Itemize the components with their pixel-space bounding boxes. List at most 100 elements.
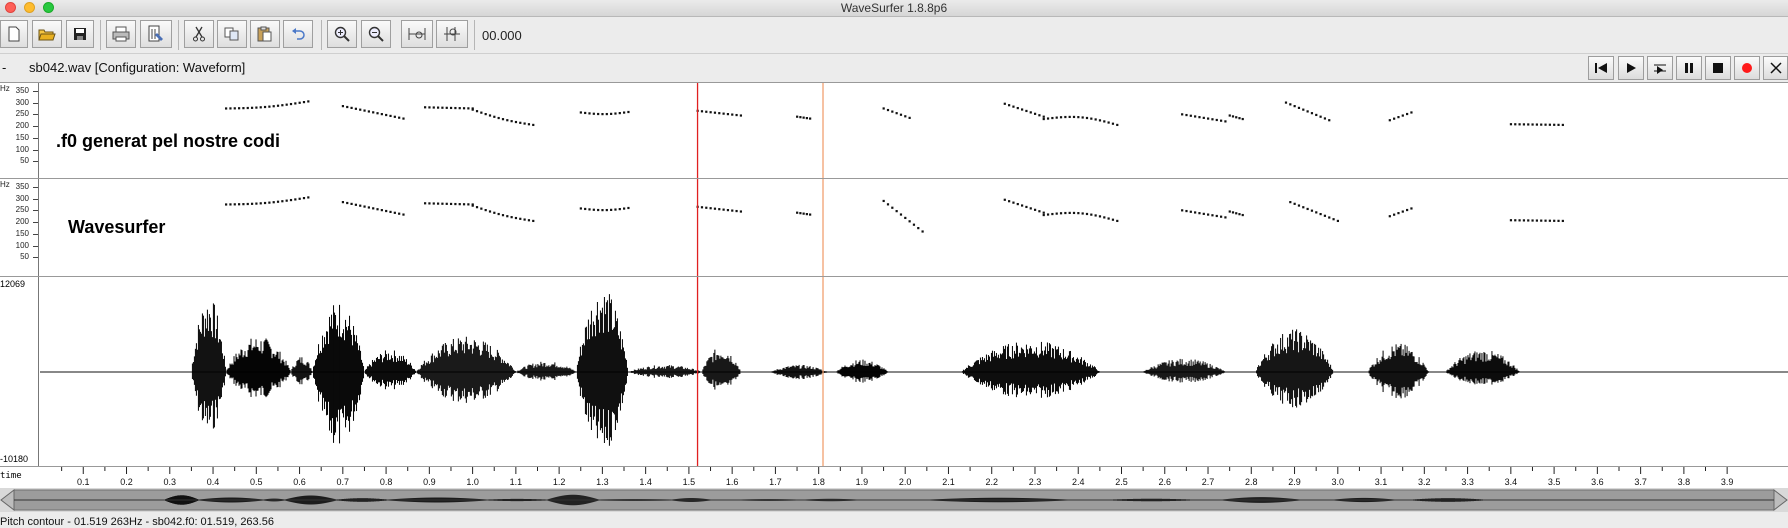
time-tick-label: 3.8 [1677,477,1691,487]
pitch-point [802,212,805,215]
pitch-point [886,203,890,206]
pitch-point [467,203,470,206]
sound-menu-dash[interactable]: - [2,60,7,75]
cut-button[interactable] [184,20,214,48]
pitch-point [882,107,885,110]
close-window-button[interactable] [5,2,16,13]
pitch-point [346,201,349,205]
pitch-point [289,102,293,106]
pitch-point [259,202,262,205]
pause-button[interactable] [1676,56,1702,80]
properties-button[interactable] [140,20,172,48]
pitch-tick-mark [33,257,38,259]
print-button[interactable] [106,20,136,48]
pitch-point [527,123,531,126]
pitch-point [302,197,306,200]
pitch-point [908,220,911,223]
time-tick-label: 0.3 [163,477,177,487]
zoom-window-button[interactable] [43,2,54,13]
save-button[interactable] [66,20,94,48]
pitch-point [354,107,357,110]
pitch-point [376,208,379,211]
pitch-point [726,113,730,116]
record-button[interactable] [1734,56,1760,80]
pitch-point [1241,117,1244,121]
pitch-point [1224,120,1227,123]
time-tick-label: 1.3 [596,477,609,487]
time-tick-label: 1.1 [509,477,523,487]
pitch-tick-label: 100 [15,144,29,154]
close-sound-button[interactable] [1763,56,1788,80]
scroll-left-icon[interactable] [0,488,15,512]
time-tick-label: 2.0 [898,477,912,487]
zoom-fit-button[interactable] [401,20,433,48]
pitch-tick-label: 100 [15,240,29,250]
stop-button[interactable] [1705,56,1731,80]
zoom-selection-button[interactable] [436,20,468,48]
pitch-point [1235,116,1238,119]
pitch-point [1025,205,1028,209]
time-tick-label: 1.9 [855,477,869,487]
pitch-tick-label: 250 [15,109,29,119]
time-tick-label: 2.5 [1115,477,1128,487]
overview-scrollbar[interactable] [0,488,1788,512]
pitch-point [618,112,621,115]
time-tick-label: 2.6 [1158,477,1172,487]
amplitude-max: 12069 [0,279,26,289]
pitch-point [1038,210,1041,213]
pitch-point [1103,216,1106,219]
time-axis-name: time [0,471,22,481]
scroll-right-icon[interactable] [1773,488,1788,512]
pitch-pane-ours[interactable]: Hz 350 300 250 200 150 100 50 .f0 generat pel … [0,82,1788,178]
pitch-point [354,203,357,206]
pitch-point [380,209,383,212]
pitch-point [285,199,288,202]
pitch-point [1388,215,1391,218]
pitch-point [519,121,522,124]
waveform-pane[interactable]: 12069 -10180 [0,276,1788,466]
pitch-point [250,106,254,109]
pitch-point [445,202,448,205]
pitch-point [605,112,608,116]
undo-button[interactable] [283,20,313,48]
pitch-point [294,198,297,201]
minimize-window-button[interactable] [24,2,35,13]
time-axis[interactable]: time 0.1 0.2 0.3 0.4 0.5 0.6 0.7 0.8 0.9 1.0 1.1 1.… [0,466,1788,489]
file-bar: - sb042.wav [Configuration: Waveform] [0,54,1788,82]
pitch-point [268,105,271,108]
pitch-point [1042,117,1045,121]
zoom-out-button[interactable] [361,20,391,48]
pitch-point [1527,219,1530,222]
pitch-point [350,106,353,110]
zoom-in-button[interactable] [327,20,357,48]
pitch-tick-label: 150 [15,132,29,142]
pitch-point [1038,114,1041,117]
pitch-point [436,202,440,205]
rewind-button[interactable] [1588,56,1614,80]
pitch-point [484,208,487,212]
pitch-point [432,106,435,109]
pitch-point [705,206,708,209]
pitch-point [1042,211,1045,214]
pitch-point [1297,204,1301,207]
new-icon [8,26,20,42]
pitch-point [259,106,262,109]
open-button[interactable] [32,20,62,48]
pitch-point [1021,204,1024,207]
play-button[interactable] [1618,56,1644,80]
pitch-point [1509,123,1513,126]
open-icon [38,29,56,41]
pitch-point [1207,117,1210,120]
paste-button[interactable] [250,20,280,48]
loop-play-button[interactable] [1647,56,1673,80]
pitch-point [882,199,885,203]
copy-button[interactable] [217,20,247,48]
pitch-contour [225,83,1564,178]
pitch-point [467,107,470,110]
time-tick-label: 2.2 [985,477,998,487]
pitch-point [263,105,267,109]
pitch-pane-wavesurfer[interactable]: Hz 350 300 250 200 150 100 50 Wavesurfer [0,178,1788,276]
pitch-point [1553,219,1556,222]
pitch-point [1042,115,1045,118]
new-button[interactable] [0,20,28,48]
